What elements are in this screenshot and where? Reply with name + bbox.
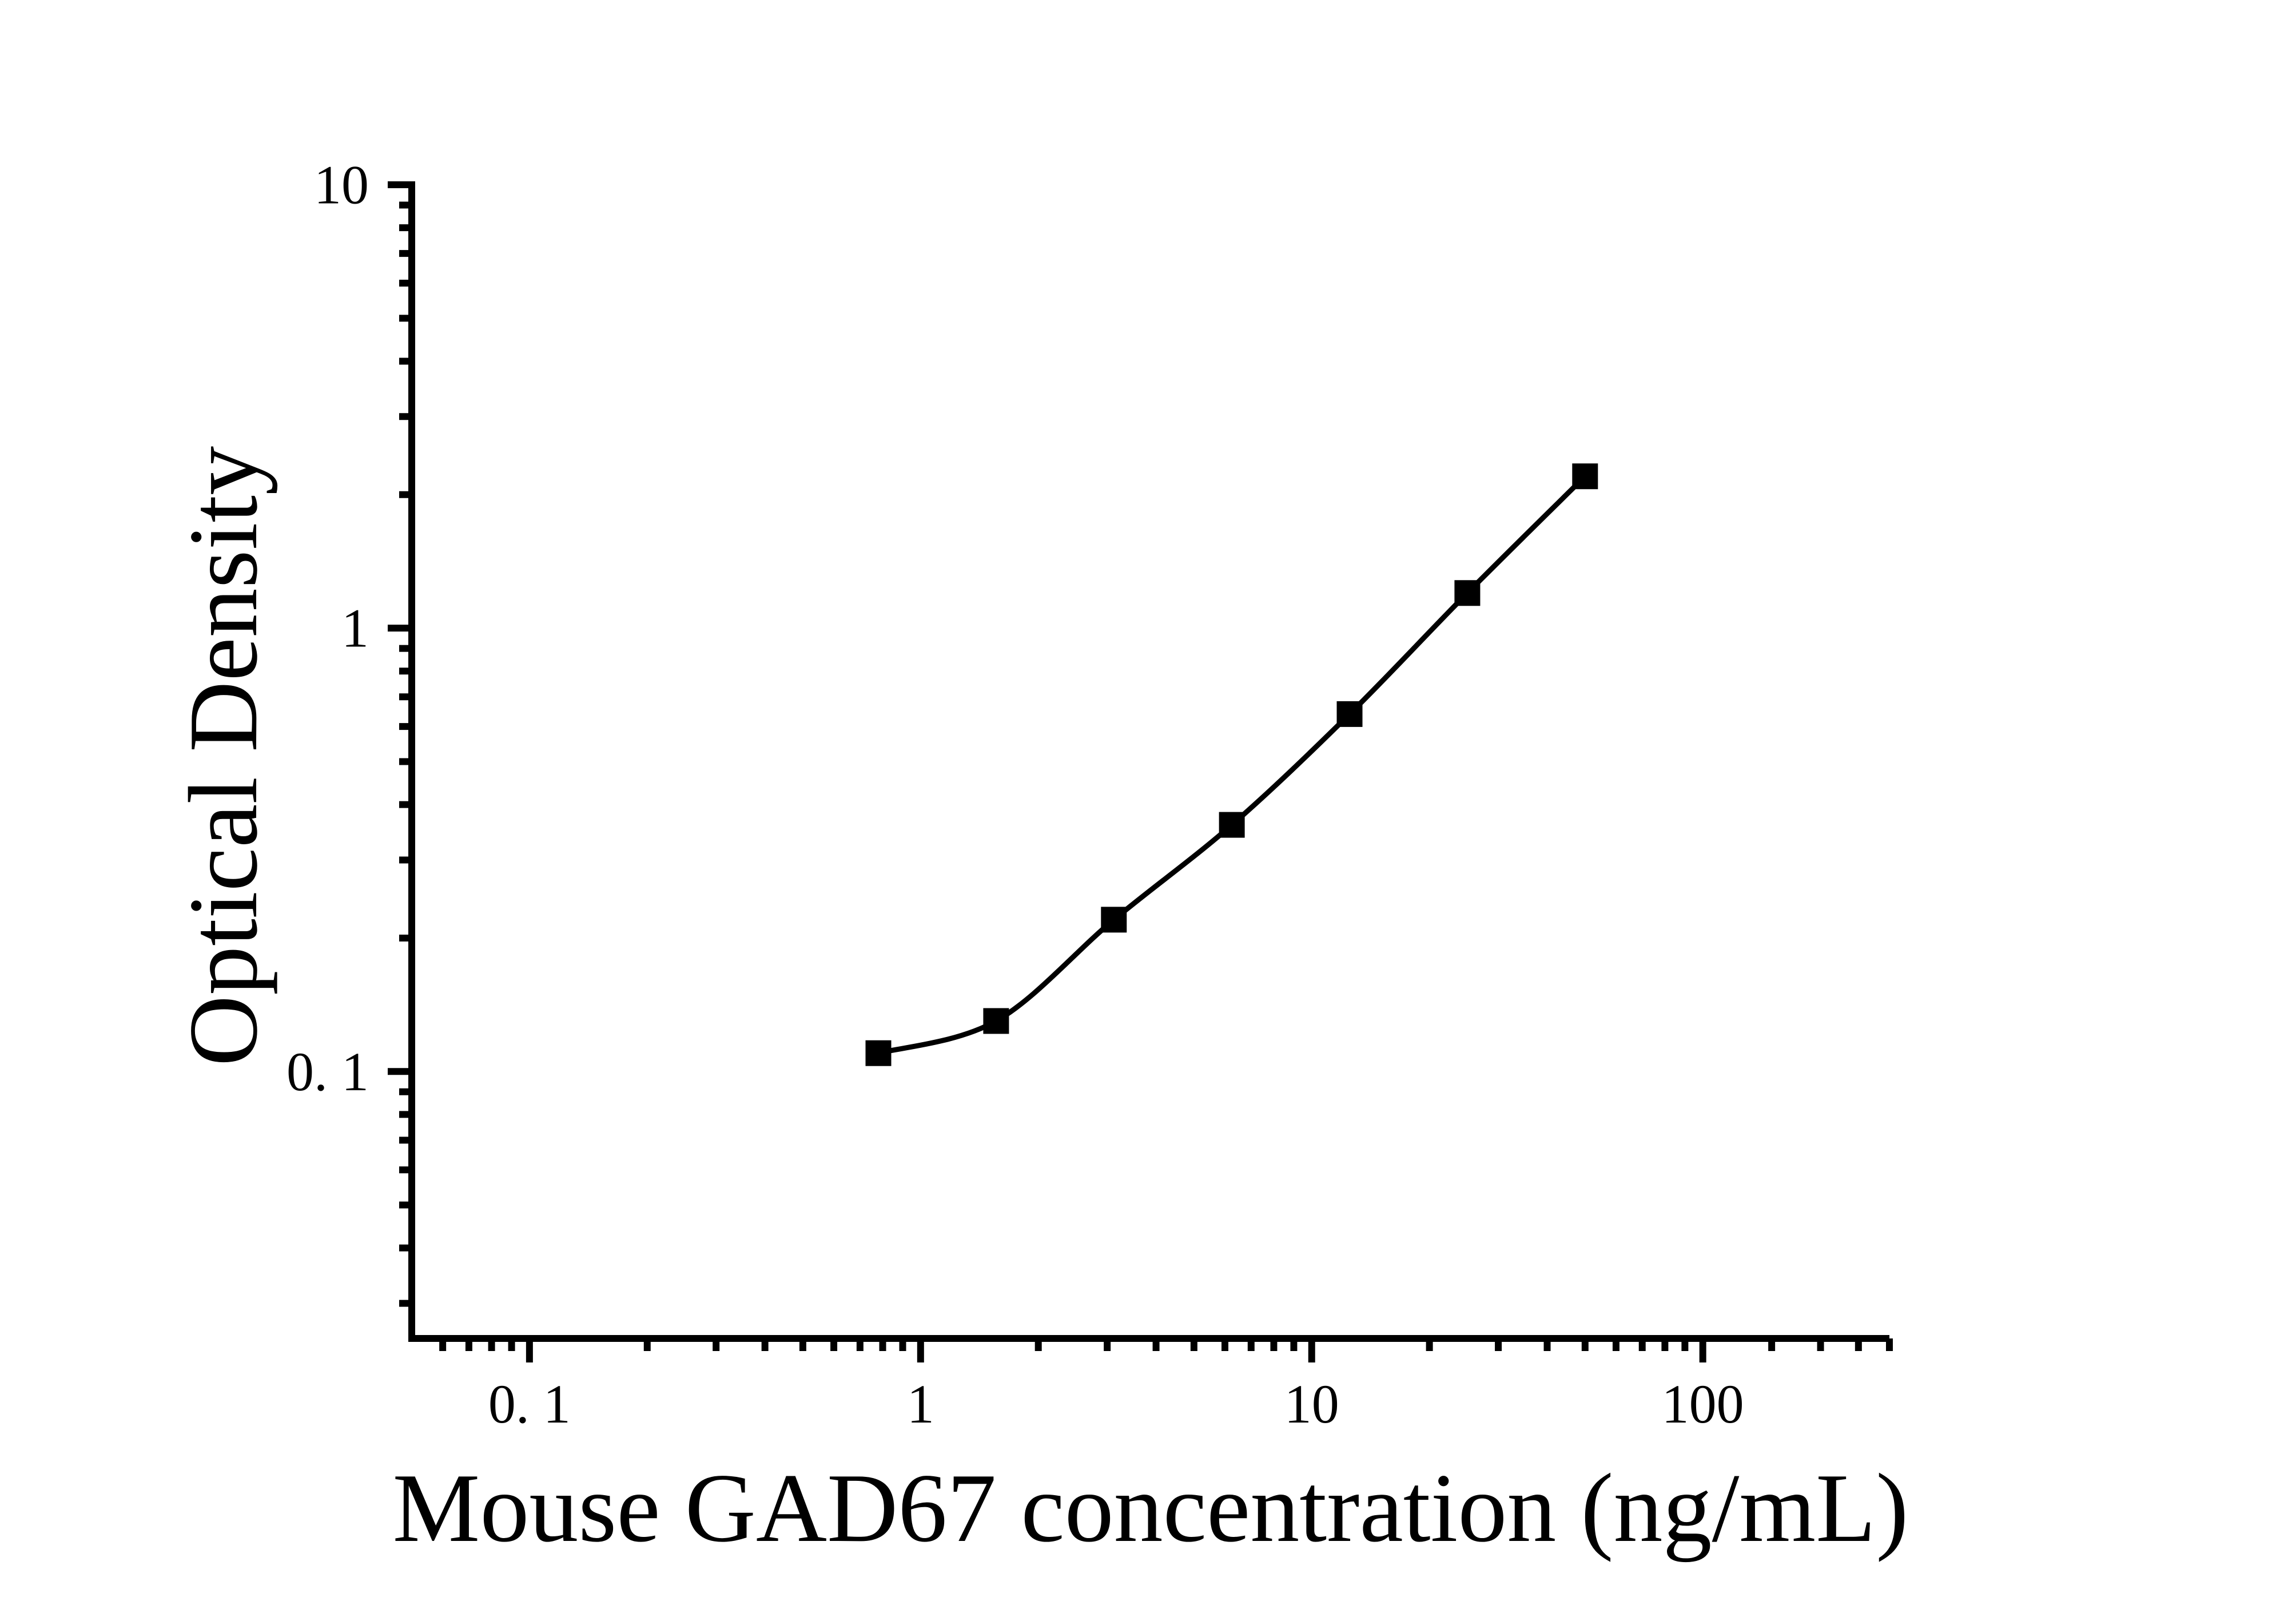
y-tick-label: 1 [341, 598, 369, 659]
data-point-marker [1454, 580, 1481, 606]
tick-labels: 0. 1 1 10 100 0. 1 1 10 [286, 154, 1744, 1435]
x-axis-title: Mouse GAD67 concentration (ng/mL) [392, 1454, 1908, 1563]
data-point-marker [1336, 701, 1363, 727]
x-tick-label: 100 [1662, 1373, 1744, 1435]
data-point-marker [1219, 812, 1245, 838]
data-point-marker [1101, 907, 1127, 933]
data-point-marker [865, 1040, 892, 1066]
data-series-standard-curve [865, 463, 1598, 1066]
axes [388, 181, 1893, 1362]
x-tick-label: 0. 1 [488, 1373, 571, 1435]
x-tick-label: 1 [907, 1373, 934, 1435]
y-axis-title: Optical Density [169, 446, 278, 1066]
axis-spines [408, 181, 1889, 1342]
y-tick-label: 10 [314, 154, 369, 216]
x-tick-label: 10 [1284, 1373, 1339, 1435]
y-tick-label: 0. 1 [286, 1041, 369, 1102]
data-point-marker [983, 1008, 1009, 1034]
data-point-marker [1572, 463, 1598, 490]
